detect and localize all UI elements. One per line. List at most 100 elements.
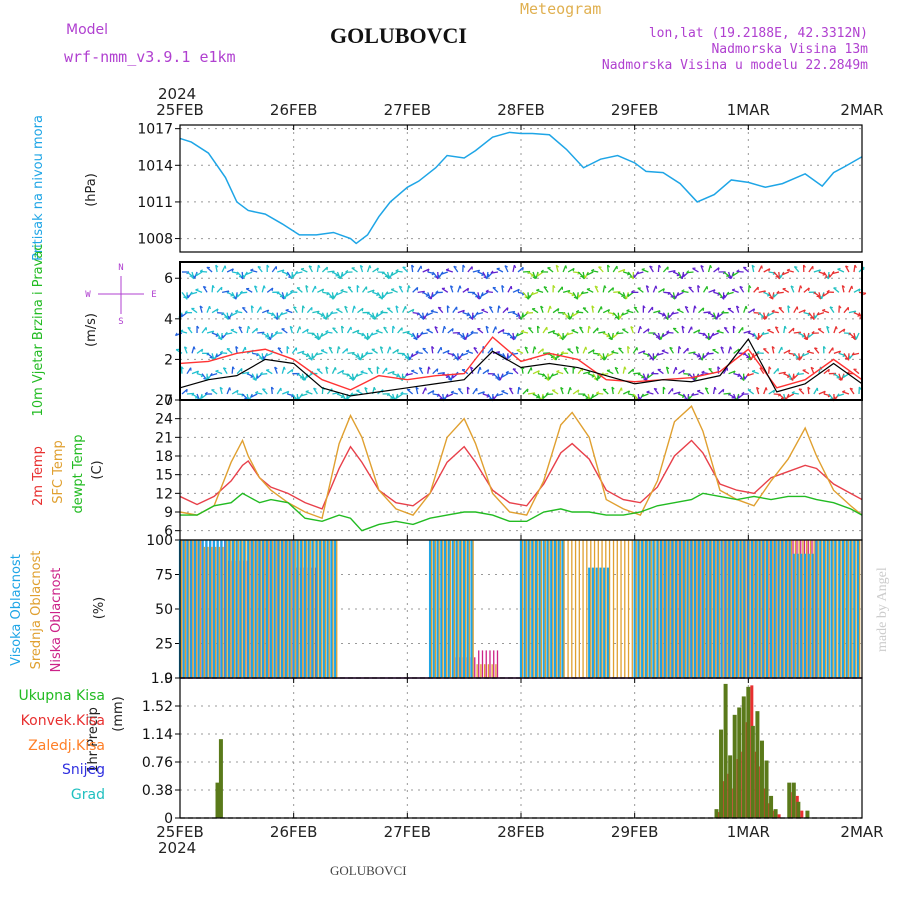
wind-arrow-head (459, 285, 462, 289)
wind-arrow (727, 346, 732, 354)
wind-arrow (606, 352, 614, 357)
wind-arrow (420, 332, 428, 335)
dewpt-label: dewpt Temp (71, 434, 86, 513)
wind-arrow (693, 329, 701, 334)
wind-arrow (802, 352, 810, 357)
wind-arrow (342, 348, 348, 354)
wind-arrow (577, 271, 584, 278)
wind-arrow (240, 291, 248, 294)
wind-arrow (791, 392, 799, 395)
wind-arrow-head (224, 331, 228, 335)
wind-arrow (676, 309, 684, 314)
y-tick-label: 21 (155, 430, 173, 446)
wind-arrow (271, 265, 277, 273)
wind-arrow (407, 285, 410, 293)
model-elevation-label: Nadmorska Visina u modelu 22.2849m (602, 58, 868, 73)
wind-arrow (477, 366, 481, 374)
wind-arrow (449, 285, 454, 293)
legend-total-rain: Ukupna Kisa (18, 688, 105, 704)
y-tick-label: 15 (155, 468, 173, 484)
wind-arrow (402, 352, 409, 359)
precip-total-bar (741, 696, 746, 818)
wind-arrow-head (702, 355, 705, 359)
wind-arrow (817, 312, 825, 316)
wind-arrow (597, 306, 602, 313)
wind-arrow (667, 312, 670, 320)
wind-arrow (833, 373, 841, 379)
wind-arrow-head (369, 265, 372, 269)
wind-arrow-head (751, 264, 755, 268)
wind-arrow-head (453, 265, 457, 268)
wind-arrow-head (361, 308, 364, 312)
wind-arrow (331, 292, 334, 300)
wind-arrow (723, 367, 728, 375)
wind-arrow-head (606, 353, 609, 357)
wind-arrow (833, 350, 841, 354)
wind-arrow-head (656, 352, 659, 356)
wind-arrow-head (254, 285, 258, 288)
wind-arrow-head (247, 325, 251, 330)
wind-arrow (492, 326, 497, 334)
wind-arrow (325, 366, 329, 374)
wind-arrow-head (357, 357, 361, 361)
wind-arrow (269, 332, 273, 340)
wind-arrow-head (199, 305, 203, 309)
wind-arrow-head (219, 386, 223, 390)
wind-arrow (352, 329, 360, 334)
wind-arrow (402, 306, 407, 313)
wind-arrow-head (671, 311, 675, 315)
wind-arrow-head (636, 271, 639, 275)
wind-arrow (517, 266, 524, 273)
wind-arrow (497, 352, 505, 357)
wind-arrow (831, 271, 840, 275)
wind-arrow-head (552, 357, 556, 361)
wind-arrow (311, 285, 316, 293)
wind-arrow (180, 330, 188, 334)
wind-arrow (671, 312, 679, 315)
wind-arrow (667, 291, 675, 298)
wind-arrow (250, 305, 253, 313)
wind-arrow (813, 269, 821, 273)
wind-arrow-head (411, 264, 415, 268)
wind-arrow (257, 331, 265, 334)
wind-arrow-head (430, 309, 434, 312)
wind-arrow (575, 346, 579, 354)
wind-arrow (733, 348, 740, 354)
wind-arrow-head (518, 386, 521, 390)
wind-arrow (822, 309, 830, 314)
wind-arrow (351, 305, 355, 313)
wind-arrow-head (518, 317, 522, 320)
wind-arrow (627, 291, 634, 298)
wind-arrow-head (591, 394, 594, 398)
wind-arrow (758, 265, 763, 273)
precip-total-bar (773, 809, 778, 818)
wind-arrow-head (265, 353, 268, 357)
wind-arrow-head (788, 349, 791, 354)
wind-arrow (241, 271, 244, 280)
wind-arrow (366, 265, 371, 273)
wind-arrow-head (612, 287, 615, 291)
wind-arrow (512, 312, 520, 317)
wind-arrow (612, 265, 618, 273)
wind-arrow (706, 352, 714, 355)
wind-arrow (437, 346, 442, 354)
wind-arrow (245, 271, 253, 276)
wind-arrow (661, 350, 669, 354)
wind-arrow-head (680, 275, 683, 280)
wind-arrow (771, 292, 775, 300)
wind-arrow (402, 266, 409, 273)
wind-arrow-head (324, 316, 327, 320)
wind-arrow (792, 373, 795, 381)
wind-arrow-head (485, 289, 489, 293)
wind-arrow-head (826, 325, 830, 329)
wind-arrow (367, 367, 374, 375)
wind-arrow (395, 305, 399, 313)
wind-arrow-head (631, 276, 634, 280)
wind-arrow-head (676, 292, 680, 296)
wind-arrow-head (498, 377, 501, 381)
wind-arrow-head (209, 372, 213, 376)
wind-arrow-head (231, 268, 234, 272)
wind-arrow-head (767, 312, 770, 317)
wind-arrow-head (810, 366, 815, 370)
wind-arrow (281, 328, 288, 334)
